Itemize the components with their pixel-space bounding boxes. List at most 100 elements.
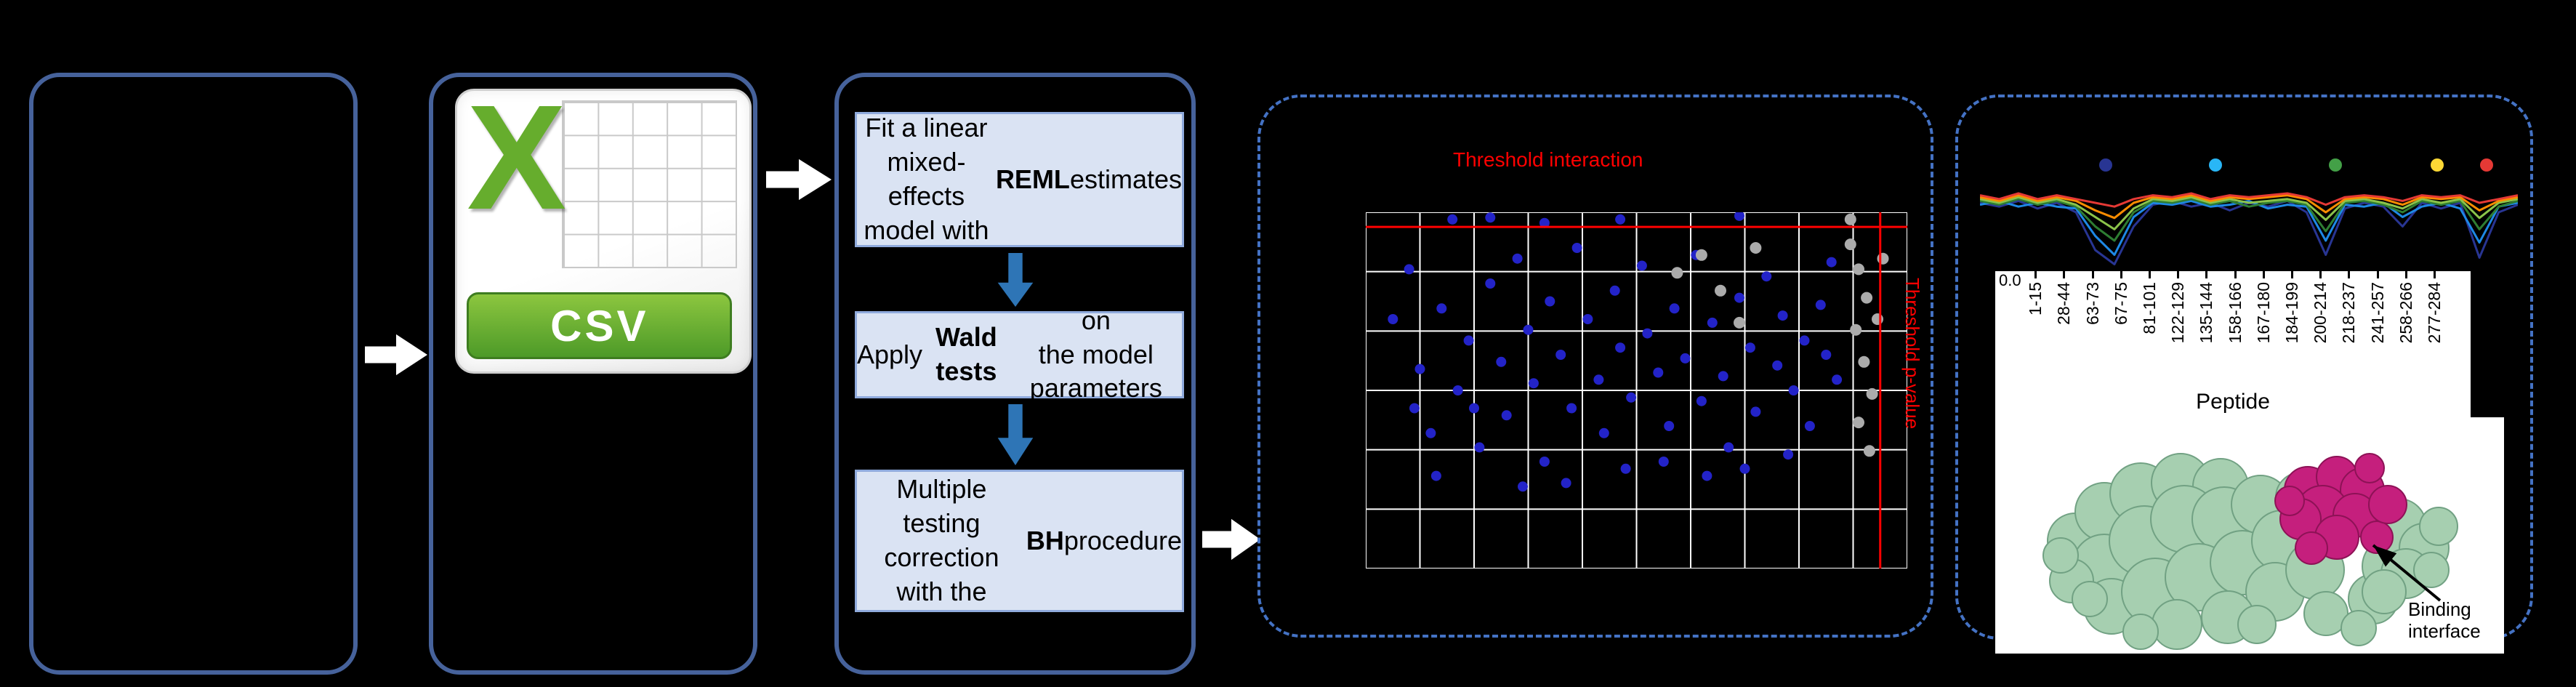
scatter-point [1598,427,1609,438]
scatter-point [1436,303,1447,314]
scatter-point [1555,350,1566,360]
peptide-tick: 81-101 [2136,271,2164,391]
condition-dot [2099,158,2113,172]
profile-line [1980,199,2518,256]
scatter-point [1636,260,1647,271]
peptide-axis-title: Peptide [2196,390,2270,414]
scatter-point [1512,253,1523,264]
scatter-point [1853,417,1864,429]
scatter-point [1695,249,1707,261]
scatter-point [1474,442,1485,453]
scatter-point [1772,360,1783,371]
step-text: procedure [1063,525,1182,555]
peptide-tick: 258-266 [2392,271,2420,391]
scatter-point [1452,385,1463,395]
scatter-point [1734,316,1745,329]
condition-dot [2431,158,2444,172]
peptide-tick-label: 63-73 [2082,282,2102,325]
scatter-point [1388,314,1398,324]
peptide-tick-label: 277-284 [2424,282,2444,344]
scatter-point [1804,421,1815,431]
peptide-tick-label: 241-257 [2367,282,2387,344]
peptide-tick: 1-15 [2021,271,2050,391]
peptide-tick-label: 122-129 [2168,282,2188,344]
csv-banner: CSV [467,292,733,360]
step-multiple-testing: Multiple testing correction with the BH … [855,470,1184,612]
peptide-tick: 67-75 [2107,271,2136,391]
scatter-point [1739,463,1750,474]
scatter-point [1469,403,1479,414]
scatter-point [1615,214,1626,225]
scatter-point [1539,217,1550,228]
scatter-point [1626,392,1637,403]
binding-interface-label: Binding interface [2408,598,2481,642]
spreadsheet-grid-icon [561,100,737,269]
scatter-point [1761,271,1772,282]
flow-arrow-3 [1202,518,1260,561]
peptide-tick: 158-166 [2221,271,2249,391]
peptide-tick-label: 200-214 [2311,282,2330,344]
peptide-tick: 167-180 [2250,271,2278,391]
peptide-profile-chart [1980,192,2518,265]
flow-arrow-1 [365,334,427,376]
scatter-point [1821,350,1832,360]
protein-structure-panel: Binding interface [1995,417,2504,654]
scatter-point [1518,481,1528,492]
threshold-interaction-label: Threshold interaction [1453,148,1643,171]
flow-arrow-2 [766,158,832,201]
condition-dot [2209,158,2223,172]
peptide-tick-label: 184-199 [2282,282,2301,344]
scatter-point [1528,378,1539,389]
y-axis-tick-label: 0.0 [1999,271,2021,289]
condition-dot [2329,158,2343,172]
peptide-tick: 122-129 [2164,271,2192,391]
scatter-point [1718,371,1728,382]
scatter-point [1815,300,1826,310]
scatter-point [1671,267,1683,279]
scatter-point [1832,374,1843,385]
scatter-point [1783,449,1794,460]
scatter-point [1571,243,1582,253]
step-keyword: BH [1026,525,1064,555]
peptide-tick-labels: 1-15 28-44 63-73 67-75 81-101 122-129 135-144 1… [2021,271,2449,391]
scatter-point [1826,257,1837,268]
protein-structure [2042,453,2458,650]
scatter-point [1861,292,1873,304]
peptide-tick-label: 1-15 [2026,282,2045,316]
scatter-point [1561,478,1571,489]
profile-line [1980,194,2518,220]
scatter-point [1669,303,1680,314]
scatter-point [1707,317,1718,328]
scatter-point [1593,374,1604,385]
scatter-point [1501,410,1512,421]
scatter-point [1485,212,1496,223]
scatter-point [1447,214,1458,225]
scatter-point [1750,242,1762,254]
step-text: Multiple testing correction with the [884,474,999,606]
scatter-point [1680,353,1691,363]
scatter-point [1566,403,1577,414]
scatter-point [1844,213,1856,225]
scatter-point [1496,356,1507,367]
scatter-point [1696,395,1707,406]
scatter-point [1799,335,1810,346]
scatter-point [1409,403,1420,414]
csv-panel: X CSV [429,73,757,675]
scatter-point [1414,363,1425,374]
scatter-point [1750,406,1761,417]
threshold-pvalue-label: Threshold p-value [1901,278,1923,430]
scatter-point [1734,212,1744,221]
profile-line [1980,196,2518,230]
down-arrow-2 [997,404,1034,465]
peptide-tick: 241-257 [2363,271,2391,391]
peptide-tick: 200-214 [2306,271,2335,391]
profile-line [1980,199,2518,265]
binding-interface-region [2274,453,2407,565]
scatter-point [1620,463,1631,474]
protein-green-surface [2042,453,2458,650]
scatter-point [1653,367,1664,378]
scatter-point [1777,310,1788,321]
step-text: Apply [857,339,923,369]
scatter-point [1788,385,1799,395]
